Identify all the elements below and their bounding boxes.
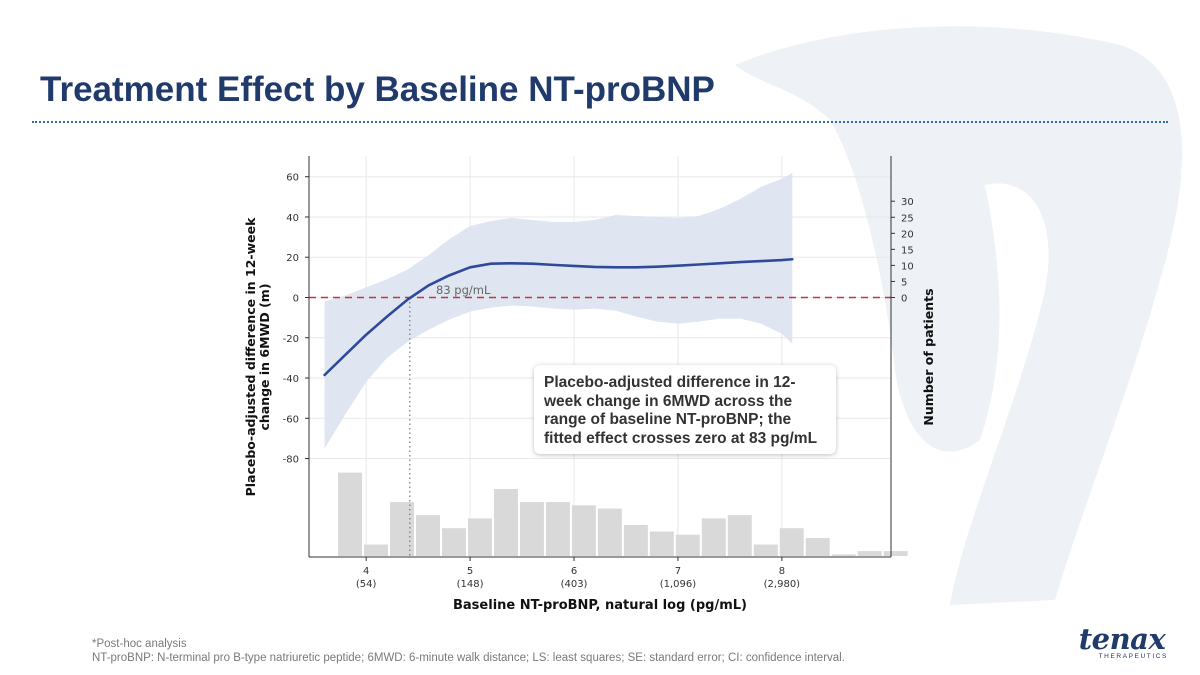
y-tick-label: -20	[283, 334, 299, 345]
grid-lines	[309, 156, 891, 557]
axis-labels: 83 pg/mL Baseline NT-proBNP, natural log…	[243, 217, 936, 613]
histogram-bar	[805, 538, 830, 556]
x-tick-label: 4	[363, 566, 369, 577]
x-tick-sublabel: (148)	[457, 579, 484, 590]
footnote-post-hoc: *Post-hoc analysis	[92, 638, 187, 650]
histogram-bar	[779, 528, 804, 556]
y-tick-label: 0	[293, 294, 299, 305]
y2-axis-label: Number of patients	[921, 288, 936, 425]
histogram-bar	[753, 544, 778, 556]
x-tick-label: 6	[571, 566, 577, 577]
histogram-bar	[727, 515, 752, 556]
title-divider	[32, 121, 1168, 123]
x-tick-sublabel: (54)	[356, 579, 377, 590]
y2-tick-label: 5	[901, 277, 907, 288]
footnote-abbreviations: NT-proBNP: N-terminal pro B-type natriur…	[92, 652, 845, 664]
confidence-band-group	[324, 172, 793, 449]
y2-tick-label: 25	[901, 213, 914, 224]
y2-tick-label: 0	[901, 294, 907, 305]
histogram-bar	[416, 515, 440, 556]
y-tick-label: -40	[283, 374, 299, 385]
crossing-annotation: 83 pg/mL	[436, 283, 491, 297]
fit-line-group	[323, 257, 794, 377]
y2-tick-label: 30	[901, 197, 914, 208]
reference-lines	[309, 296, 891, 557]
histogram-bar	[493, 488, 518, 556]
y-axis-label-line: Placebo-adjusted difference in 12-week	[243, 217, 258, 496]
y-tick-label: 60	[286, 173, 299, 184]
y2-tick-label: 15	[901, 245, 914, 256]
histogram-bar	[831, 554, 856, 556]
x-tick-sublabel: (2,980)	[764, 579, 801, 590]
histogram-bar	[649, 531, 674, 556]
y-tick-label: 40	[286, 213, 299, 224]
x-tick-label: 7	[675, 566, 681, 577]
histogram-bar	[623, 524, 648, 556]
histogram-bar	[545, 502, 570, 556]
histogram-bar	[519, 502, 544, 556]
patient-histogram	[338, 472, 908, 556]
x-axis-label: Baseline NT-proBNP, natural log (pg/mL)	[453, 598, 747, 613]
y-axis-label: Placebo-adjusted difference in 12-weekch…	[243, 217, 272, 496]
histogram-bar	[338, 472, 363, 556]
histogram-bar	[390, 502, 415, 556]
y-axis-label-line: change in 6MWD (m)	[257, 283, 272, 430]
chart-annotation-box: Placebo-adjusted difference in 12-week c…	[534, 365, 836, 454]
histogram-bar	[883, 551, 908, 556]
histogram-bar	[857, 551, 882, 556]
histogram-bar	[571, 505, 596, 556]
y2-tick-label: 20	[901, 229, 914, 240]
y-tick-label: -80	[283, 455, 299, 466]
logo-subtitle: THERAPEUTICS	[1098, 653, 1168, 660]
page-title: Treatment Effect by Baseline NT-proBNP	[40, 70, 715, 109]
x-tick-label: 8	[779, 566, 785, 577]
company-logo: tenax THERAPEUTICS	[1076, 624, 1168, 660]
x-tick-sublabel: (403)	[561, 579, 588, 590]
histogram-bar	[364, 544, 389, 556]
fitted-effect-line	[323, 257, 794, 377]
x-tick-label: 5	[467, 566, 473, 577]
histogram-bar	[701, 518, 726, 556]
confidence-band	[324, 172, 793, 449]
histogram-bar	[597, 508, 622, 556]
histogram-bar	[675, 534, 700, 556]
histogram-bar	[441, 528, 466, 556]
annotation-text: Placebo-adjusted difference in 12-week c…	[544, 374, 818, 447]
x-tick-sublabel: (1,096)	[660, 579, 697, 590]
y-tick-label: 20	[286, 253, 299, 264]
y-tick-label: -60	[283, 414, 299, 425]
histogram-bar	[467, 518, 492, 556]
y2-tick-label: 10	[901, 261, 914, 272]
axes: 60 40 20 0 -20 -40 -60 -80 30 25 20 15 10 5 0 4 (54) 5 (14…	[283, 156, 914, 590]
logo-wordmark: tenax	[1078, 622, 1166, 656]
